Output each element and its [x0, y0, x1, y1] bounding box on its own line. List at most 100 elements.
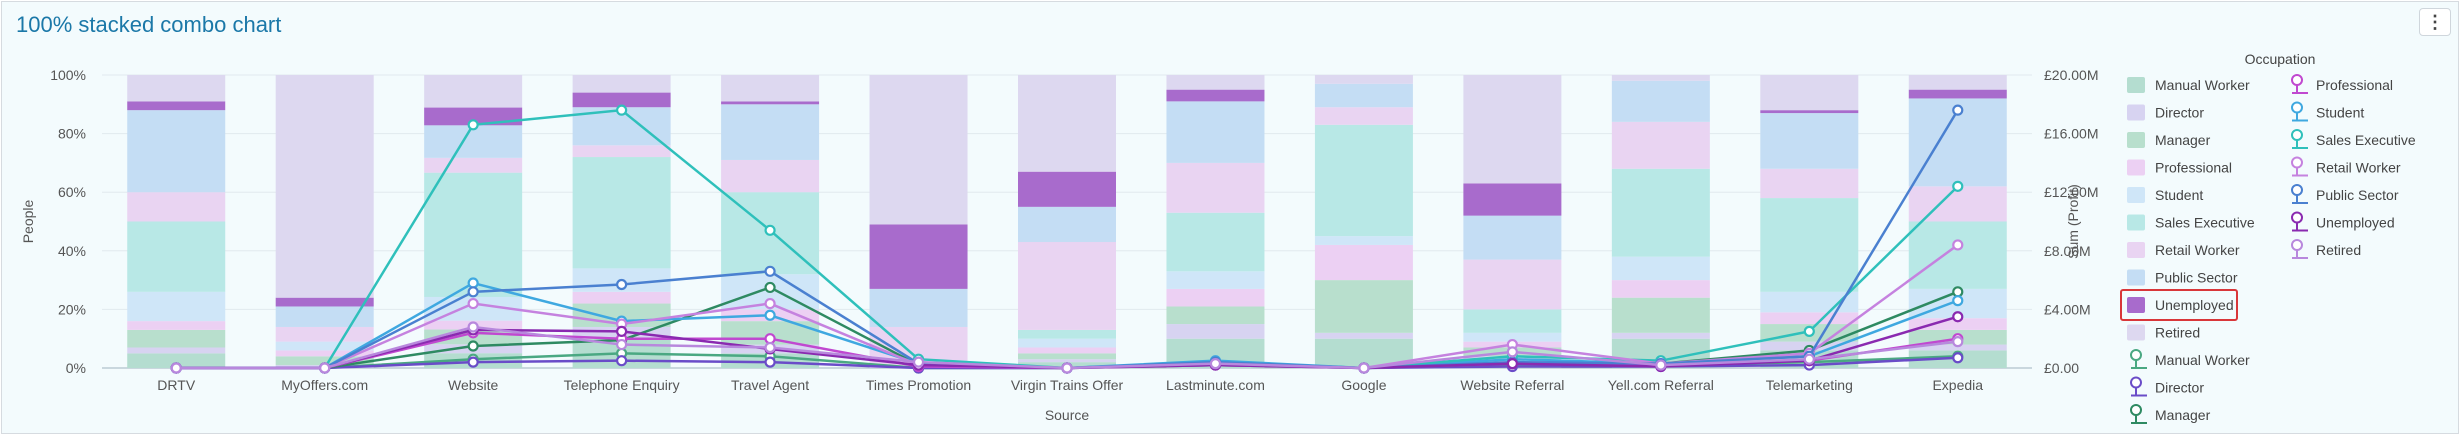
x-tick-label: Telemarketing: [1766, 377, 1853, 393]
bar-segment-public-sector-lastminute-com: [1166, 101, 1265, 163]
y2-tick-label: £0.00: [2044, 360, 2079, 376]
legend: Occupation Manual Worker Director Manager Pr…: [2120, 51, 2416, 424]
y-axis-title: People: [20, 199, 36, 243]
bar-segment-sales-executive-lastminute-com: [1166, 212, 1265, 272]
x-tick-label: Website Referral: [1460, 377, 1564, 393]
bar-segment-sales-executive-website: [424, 172, 523, 297]
bar-segment-professional-telephone-enquiry: [572, 291, 671, 304]
legend-swatch: [2127, 159, 2145, 176]
bar-segment-retired-telemarketing: [1760, 75, 1859, 111]
bar-segment-retired-google: [1314, 75, 1413, 84]
legend-item-bar-retail-worker[interactable]: Retail Worker: [2127, 242, 2240, 258]
bar-segment-unemployed-times-promotion: [869, 224, 968, 289]
point-manager-website: [467, 340, 479, 352]
legend-marker: [2291, 239, 2303, 251]
legend-marker: [2291, 129, 2303, 141]
profit-lines: [170, 104, 1964, 374]
point-director-travel-agent: [764, 356, 776, 368]
legend-item-bar-sales-executive[interactable]: Sales Executive: [2127, 214, 2255, 231]
legend-item-bar-student[interactable]: Student: [2127, 187, 2203, 203]
point-student-expedia: [1952, 295, 1964, 307]
point-retired-travel-agent: [764, 341, 776, 354]
y-tick-label: 60%: [58, 184, 86, 200]
legend-item-line-director[interactable]: Director: [2130, 376, 2204, 397]
legend-label: Student: [2155, 187, 2203, 203]
legend-swatch: [2127, 187, 2145, 203]
legend-highlight-box: [2120, 289, 2238, 321]
bar-segment-public-sector-times-promotion: [869, 288, 968, 327]
bar-segment-student-virgin-trains-offer: [1018, 338, 1116, 348]
bar-segment-sales-executive-telemarketing: [1760, 198, 1859, 292]
bar-segment-retired-telephone-enquiry: [572, 75, 671, 93]
legend-item-line-unemployed[interactable]: Unemployed: [2291, 211, 2395, 232]
legend-label: Sales Executive: [2316, 132, 2416, 148]
legend-marker: [2130, 376, 2142, 389]
legend-item-line-manager[interactable]: Manager: [2130, 404, 2211, 424]
stacked-bars: [127, 75, 2007, 368]
y2-tick-label: £16.00M: [2044, 126, 2098, 142]
bar-segment-retail-worker-website: [424, 157, 523, 173]
legend-item-line-retired[interactable]: Retired: [2291, 239, 2361, 259]
legend-swatch: [2127, 132, 2145, 148]
point-sales-executive-travel-agent: [764, 224, 776, 236]
legend-item-bar-retired[interactable]: Retired: [2127, 324, 2200, 341]
chart-menu-button[interactable]: ⋮: [2419, 8, 2451, 36]
bar-segment-manager-drtv: [127, 329, 226, 348]
bar-segment-sales-executive-google: [1314, 124, 1413, 237]
point-manager-expedia: [1952, 286, 1964, 298]
y-tick-label: 0%: [66, 360, 86, 376]
point-student-website: [467, 277, 479, 289]
x-tick-label: Travel Agent: [731, 377, 809, 393]
y2-tick-label: £12.00M: [2044, 184, 2098, 200]
bar-segment-professional-expedia: [1908, 318, 2007, 330]
legend-marker: [2291, 101, 2303, 114]
legend-item-line-sales-executive[interactable]: Sales Executive: [2291, 129, 2416, 149]
legend-item-bar-manager[interactable]: Manager: [2127, 132, 2211, 148]
legend-item-bar-unemployed[interactable]: Unemployed: [2120, 289, 2238, 321]
bar-segment-student-lastminute-com: [1166, 271, 1265, 289]
y2-tick-label: £8.00M: [2044, 243, 2091, 259]
point-sales-executive-website: [467, 119, 479, 131]
point-director-website: [467, 356, 479, 368]
legend-item-bar-manual-worker[interactable]: Manual Worker: [2127, 77, 2250, 93]
bar-segment-retired-virgin-trains-offer: [1018, 75, 1116, 172]
legend-swatch: [2127, 214, 2145, 231]
point-retired-website: [467, 321, 479, 333]
point-unemployed-website-referral: [1506, 358, 1518, 370]
legend-label: Student: [2316, 105, 2364, 121]
point-sales-executive-telemarketing: [1803, 325, 1815, 337]
y-tick-label: 80%: [58, 126, 86, 142]
chart-title: 100% stacked combo chart: [16, 12, 282, 37]
point-director-telephone-enquiry: [616, 355, 628, 367]
legend-label: Director: [2155, 380, 2204, 396]
legend-item-line-manual-worker[interactable]: Manual Worker: [2130, 349, 2250, 369]
bar-segment-unemployed-website-referral: [1463, 183, 1562, 216]
bar-segment-professional-myoffers-com: [275, 350, 374, 357]
bar-segment-director-yell-com-referral: [1611, 332, 1710, 339]
bar-segment-retired-times-promotion: [869, 75, 968, 225]
bar-segment-retail-worker-google: [1314, 107, 1413, 125]
legend-label: Retail Worker: [2155, 242, 2240, 258]
x-tick-label: Google: [1341, 377, 1386, 393]
legend-label: Manual Worker: [2155, 352, 2250, 368]
point-student-travel-agent: [764, 309, 776, 321]
bar-segment-director-google: [1314, 332, 1413, 339]
legend-item-line-public-sector[interactable]: Public Sector: [2291, 184, 2399, 204]
legend-item-bar-director[interactable]: Director: [2127, 104, 2204, 121]
legend-label: Unemployed: [2155, 297, 2234, 313]
bar-segment-retired-yell-com-referral: [1611, 75, 1710, 81]
bar-segment-student-website-referral: [1463, 332, 1562, 342]
bar-segment-public-sector-travel-agent: [721, 104, 820, 160]
y2-axis-title: Sum (Profit): [2065, 184, 2081, 259]
legend-item-line-student[interactable]: Student: [2291, 101, 2364, 122]
legend-label: Retail Worker: [2316, 160, 2401, 176]
y-tick-label: 100%: [50, 67, 86, 83]
legend-item-bar-public-sector[interactable]: Public Sector: [2127, 269, 2238, 286]
legend-item-bar-professional[interactable]: Professional: [2127, 159, 2232, 176]
bar-segment-retail-worker-telephone-enquiry: [572, 145, 671, 158]
legend-marker: [2291, 74, 2303, 86]
legend-item-line-retail-worker[interactable]: Retail Worker: [2291, 156, 2401, 177]
point-director-expedia: [1952, 352, 1964, 364]
legend-label: Manager: [2155, 132, 2211, 148]
legend-item-line-professional[interactable]: Professional: [2291, 74, 2393, 94]
